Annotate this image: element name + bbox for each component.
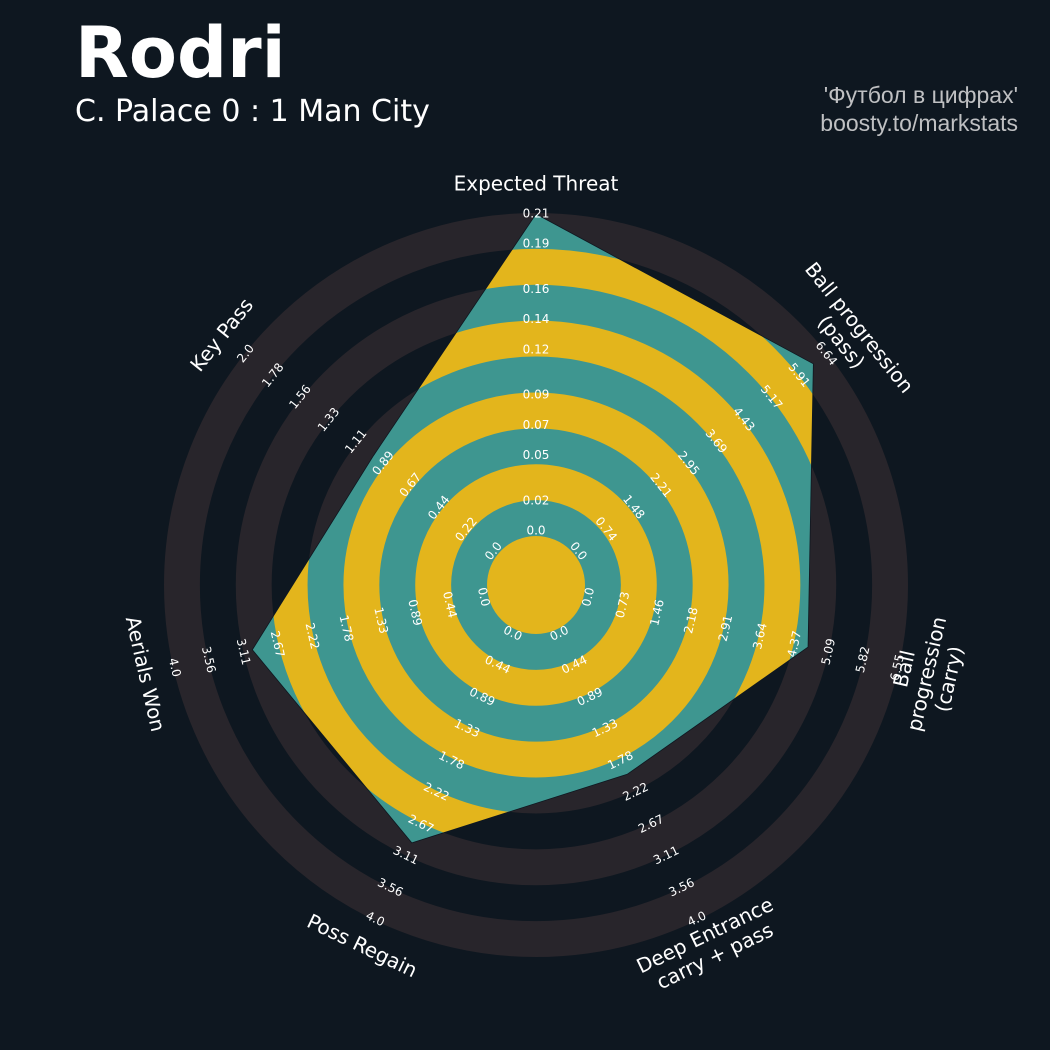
tick-label: 2.18 (681, 606, 701, 635)
tick-label: 3.56 (199, 645, 219, 674)
inner-ring (487, 536, 585, 634)
tick-label: 6.55 (887, 653, 907, 682)
tick-label: 3.11 (234, 637, 254, 666)
credit: 'Футбол в цифрах' (823, 82, 1018, 108)
tick-label: 0.21 (523, 207, 550, 221)
tick-label: 2.67 (268, 629, 288, 658)
credit: boosty.to/markstats (820, 110, 1018, 136)
radar-outline (251, 213, 814, 844)
tick-label: 2.22 (303, 621, 323, 650)
tick-label: 0.0 (579, 586, 597, 608)
tick-label: 0.44 (440, 590, 460, 619)
tick-label: 0.05 (523, 448, 550, 462)
tick-label: 2.91 (716, 614, 736, 643)
tick-label: 5.82 (853, 645, 873, 674)
inner-ring (343, 392, 729, 778)
inner-ring (415, 464, 657, 706)
inner-ring (252, 248, 814, 843)
tick-label: 4.37 (785, 629, 805, 658)
tick-label: 0.12 (523, 342, 550, 356)
tick-label: 0.89 (405, 598, 425, 627)
tick-label: 0.16 (523, 282, 550, 296)
tick-label: 5.09 (819, 637, 839, 666)
tick-label: 0.09 (523, 388, 550, 402)
chart-subtitle: C. Palace 0 : 1 Man City (75, 94, 430, 129)
tick-label: 1.33 (371, 606, 391, 635)
tick-label: 0.19 (523, 237, 550, 251)
tick-label: 0.14 (523, 312, 550, 326)
tick-label: 4.0 (166, 657, 184, 679)
tick-label: 0.0 (475, 586, 493, 608)
tick-label: 1.78 (337, 614, 357, 643)
tick-label: 0.73 (613, 590, 633, 619)
tick-label: 0.07 (523, 418, 550, 432)
tick-label: 0.0 (526, 524, 545, 538)
axis-label: Expected Threat (453, 171, 619, 196)
chart-title: Rodri (75, 12, 286, 94)
tick-label: 3.64 (750, 622, 770, 651)
tick-label: 1.46 (647, 598, 667, 627)
tick-label: 0.02 (523, 493, 550, 507)
